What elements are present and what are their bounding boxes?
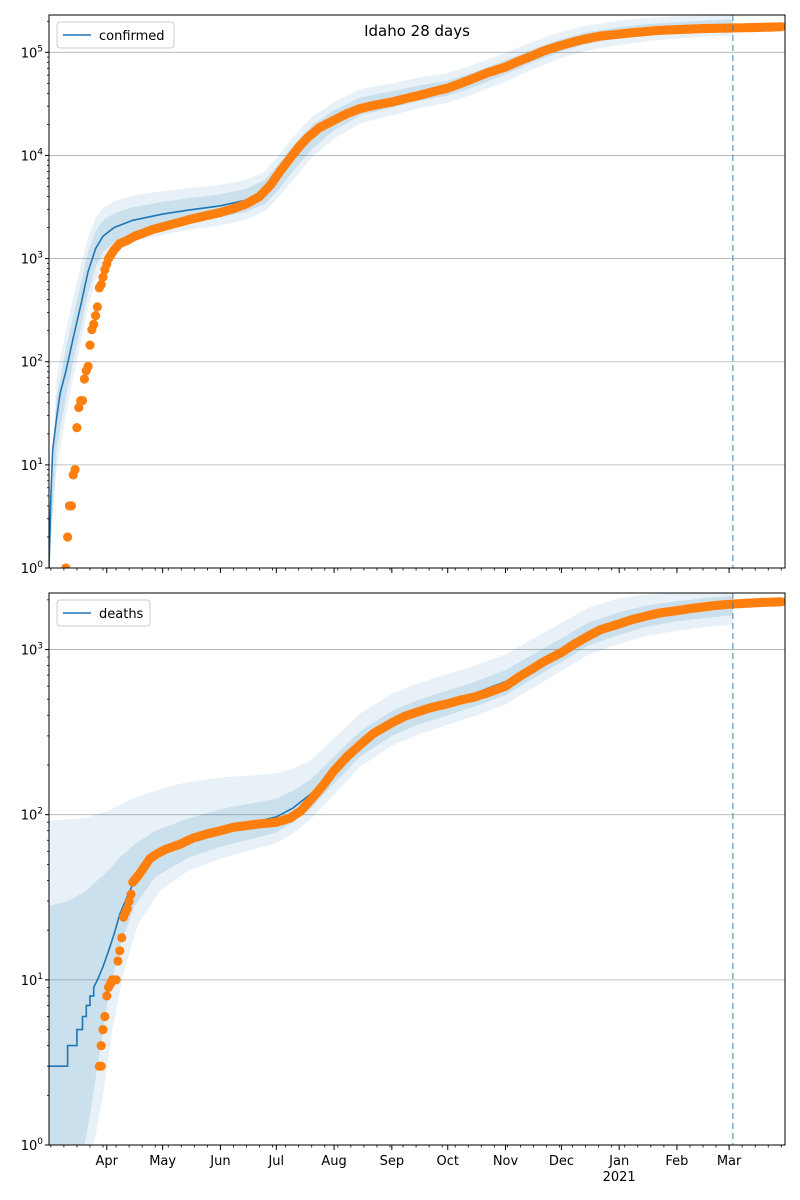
legend-label: confirmed [99, 29, 165, 44]
axes-frame [48, 14, 786, 569]
observed-series [94, 597, 785, 1071]
x-year-label: 2021 [603, 1170, 636, 1185]
legend-label: deaths [99, 607, 144, 622]
observed-point [98, 1025, 108, 1035]
observed-point [126, 889, 136, 899]
observed-point [111, 975, 121, 985]
axes-frame [48, 592, 786, 1146]
x-tick-label: Jul [267, 1154, 284, 1169]
observed-point [79, 374, 89, 384]
x-tick-label: Dec [549, 1154, 574, 1169]
observed-point [115, 946, 125, 956]
observed-point [98, 272, 108, 282]
observed-point [117, 933, 127, 943]
observed-point [96, 1061, 106, 1071]
observed-point [77, 396, 88, 406]
observed-point [70, 465, 80, 475]
legend-box [56, 21, 175, 49]
x-tick-label: Jun [209, 1154, 230, 1169]
observed-point [776, 597, 785, 607]
y-tick-label: 105 [21, 44, 43, 61]
x-tick-label: Oct [437, 1154, 459, 1169]
y-tick-label: 104 [21, 147, 44, 164]
y-tick-label: 100 [21, 560, 44, 577]
observed-point [74, 402, 84, 413]
x-tick-label: Nov [493, 1154, 519, 1169]
observed-point [113, 956, 123, 966]
y-tick-label: 101 [21, 457, 43, 474]
y-tick-label: 101 [21, 972, 43, 989]
x-tick-label: Jan [608, 1154, 629, 1169]
observed-point [124, 896, 134, 907]
observed-point [96, 280, 106, 290]
observed-point [92, 302, 102, 312]
observed-point [85, 340, 95, 350]
observed-point [72, 423, 82, 433]
uncertainty-band-outer [49, 593, 733, 1145]
x-tick-label: May [149, 1154, 176, 1169]
observed-point [66, 501, 76, 511]
observed-point [91, 311, 101, 321]
legend-box [56, 599, 151, 627]
y-tick-label: 100 [21, 1137, 44, 1154]
y-tick-label: 102 [21, 807, 43, 824]
observed-series [61, 22, 785, 568]
observed-point [100, 1011, 110, 1022]
panel-deaths: 100 101 102 103 Apr May Jun Jul Aug Sep Oct Nov Dec J… [21, 592, 786, 1185]
y-tick-label: 103 [21, 251, 43, 268]
x-tick-label: Feb [665, 1154, 688, 1169]
observed-point [776, 22, 785, 32]
observed-point [96, 1041, 106, 1051]
observed-point [89, 319, 99, 329]
chart-title: Idaho 28 days [364, 22, 470, 40]
y-tick-label: 102 [21, 354, 43, 371]
observed-point [102, 991, 112, 1001]
x-tick-label: Aug [321, 1154, 346, 1169]
observed-point [122, 904, 132, 914]
observed-point [83, 361, 93, 371]
panel-confirmed: 100 101 102 103 104 105 Idaho 28 days confirmed [21, 14, 786, 577]
observed-point [61, 563, 71, 568]
x-tick-label: Mar [717, 1154, 742, 1169]
x-tick-label: Apr [96, 1154, 119, 1169]
x-tick-label: Sep [380, 1154, 405, 1169]
y-tick-label: 103 [21, 642, 43, 659]
observed-point [63, 532, 73, 542]
